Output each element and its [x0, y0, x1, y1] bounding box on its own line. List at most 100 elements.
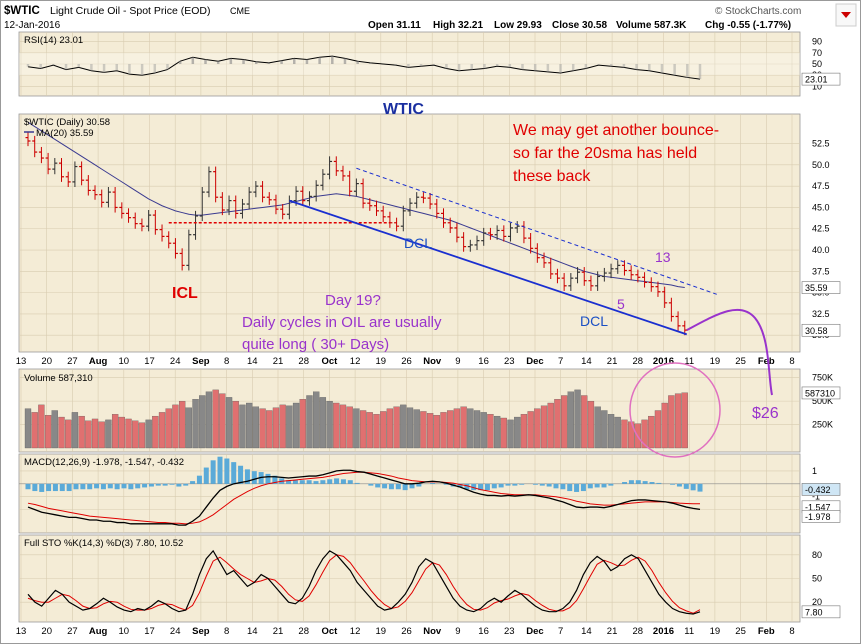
volume-bar	[373, 414, 380, 449]
dcl-annotation-1: DCL	[404, 235, 432, 251]
volume-bar	[246, 402, 253, 449]
rsi-band	[19, 52, 800, 76]
macd-histogram-bar	[66, 483, 72, 492]
x-tick-label: 14	[581, 626, 592, 637]
x-tick-label: 19	[376, 626, 387, 637]
volume-bar	[286, 405, 293, 449]
x-tick-label: 2016	[653, 356, 674, 367]
x-tick-label: Sep	[192, 356, 210, 367]
price-y-tick-label: 45.0	[812, 202, 830, 212]
volume-bar	[225, 397, 233, 449]
macd-histogram-bar	[80, 483, 86, 490]
bottom-x-axis	[19, 623, 800, 638]
macd-histogram-bar	[683, 483, 689, 489]
x-tick-label: 25	[735, 626, 746, 637]
volume-bar	[319, 397, 327, 449]
macd-histogram-bar	[402, 483, 408, 491]
macd-hist-tag: -0.432	[805, 485, 831, 495]
volume-bar	[279, 404, 286, 449]
macd-histogram-bar	[39, 483, 45, 492]
price-x-axis	[19, 353, 800, 368]
volume-bar	[118, 416, 125, 449]
volume-bar	[420, 411, 427, 449]
volume-bar	[98, 421, 105, 449]
channel-dashed-line	[356, 167, 717, 295]
x-tick-label: 16	[478, 626, 489, 637]
volume-bar	[493, 415, 501, 449]
volume-bar	[71, 412, 79, 449]
stoch-y-tick-label: 20	[812, 597, 822, 607]
settings-icon[interactable]	[835, 3, 857, 27]
volume-bar	[38, 404, 45, 449]
volume-bar	[413, 409, 420, 449]
macd-histogram-bar	[608, 483, 614, 486]
x-tick-label: Feb	[758, 626, 775, 637]
macd-histogram-bar	[169, 483, 175, 485]
x-tick-label: Aug	[89, 356, 108, 367]
volume-bar	[473, 410, 481, 449]
stoch-y-tick-label: 50	[812, 574, 822, 584]
macd-histogram-bar	[251, 471, 257, 484]
macd-histogram-bar	[265, 473, 271, 484]
low-value: Low 29.93	[494, 20, 542, 31]
volume-bar	[380, 411, 387, 449]
projection-curve	[686, 308, 773, 396]
day-cycle-annotation-line: quite long ( 30+ Days)	[242, 336, 389, 353]
volume-bar	[192, 399, 199, 449]
volume-bar	[58, 416, 65, 449]
x-tick-label: 19	[710, 626, 721, 637]
stoch-y-tick-label: 80	[812, 550, 822, 560]
macd-histogram-bar	[670, 483, 676, 485]
volume-bar	[366, 412, 373, 449]
macd-histogram-bar	[320, 480, 326, 484]
x-tick-label: 8	[224, 356, 229, 367]
x-tick-label: Nov	[423, 626, 442, 637]
volume-bar	[272, 407, 280, 449]
volume-bar	[400, 404, 407, 449]
macd-histogram-bar	[347, 480, 353, 484]
change-value: Chg -0.55 (-1.77%)	[705, 20, 791, 31]
macd-histogram-bar	[114, 483, 120, 490]
macd-histogram-bar	[313, 481, 319, 484]
macd-histogram-bar	[532, 483, 538, 485]
count-13-annotation: 13	[655, 249, 671, 265]
volume-y-tick-label: 750K	[812, 373, 833, 383]
icl-annotation: ICL	[172, 285, 198, 302]
price-panel	[18, 113, 801, 353]
macd-histogram-bar	[121, 483, 127, 489]
volume-bar	[567, 391, 574, 449]
macd-signal-tag: -1.547	[805, 502, 831, 512]
close-value: Close 30.58	[552, 20, 607, 31]
volume-bar	[339, 404, 347, 449]
macd-histogram-bar	[142, 483, 148, 488]
macd-histogram-bar	[52, 483, 58, 492]
macd-histogram-bar	[183, 483, 189, 486]
volume-bar	[306, 395, 313, 449]
bounce-annotation-line: so far the 20sma has held	[513, 145, 697, 162]
x-tick-label: 26	[401, 626, 412, 637]
rsi-value-tag: 23.01	[805, 75, 828, 85]
macd-label: MACD(12,26,9) -1.978, -1.547, -0.432	[24, 457, 184, 468]
volume-bar	[111, 414, 119, 449]
volume-value-tag-box	[801, 386, 841, 400]
macd-histogram-bar	[25, 483, 31, 490]
macd-histogram-bar	[635, 480, 641, 484]
x-tick-label: 17	[144, 356, 155, 367]
x-tick-label: 14	[247, 626, 258, 637]
volume-bar	[527, 411, 534, 449]
volume-bar	[480, 412, 487, 449]
close-value-tag: 30.58	[805, 326, 828, 336]
stoch-d-line	[27, 554, 701, 614]
macd-histogram-bar	[299, 480, 305, 484]
x-tick-label: 28	[633, 356, 644, 367]
x-tick-label: 17	[144, 626, 155, 637]
x-tick-label: 27	[67, 626, 78, 637]
rsi-y-tick-label: 70	[812, 48, 822, 58]
volume-bar	[259, 408, 266, 449]
close-value-tag-box	[801, 323, 841, 337]
volume-bar	[594, 406, 601, 449]
volume-bar	[359, 410, 367, 449]
macd-histogram-bar	[539, 483, 545, 486]
volume-bar	[440, 412, 447, 449]
x-tick-label: 8	[789, 356, 794, 367]
